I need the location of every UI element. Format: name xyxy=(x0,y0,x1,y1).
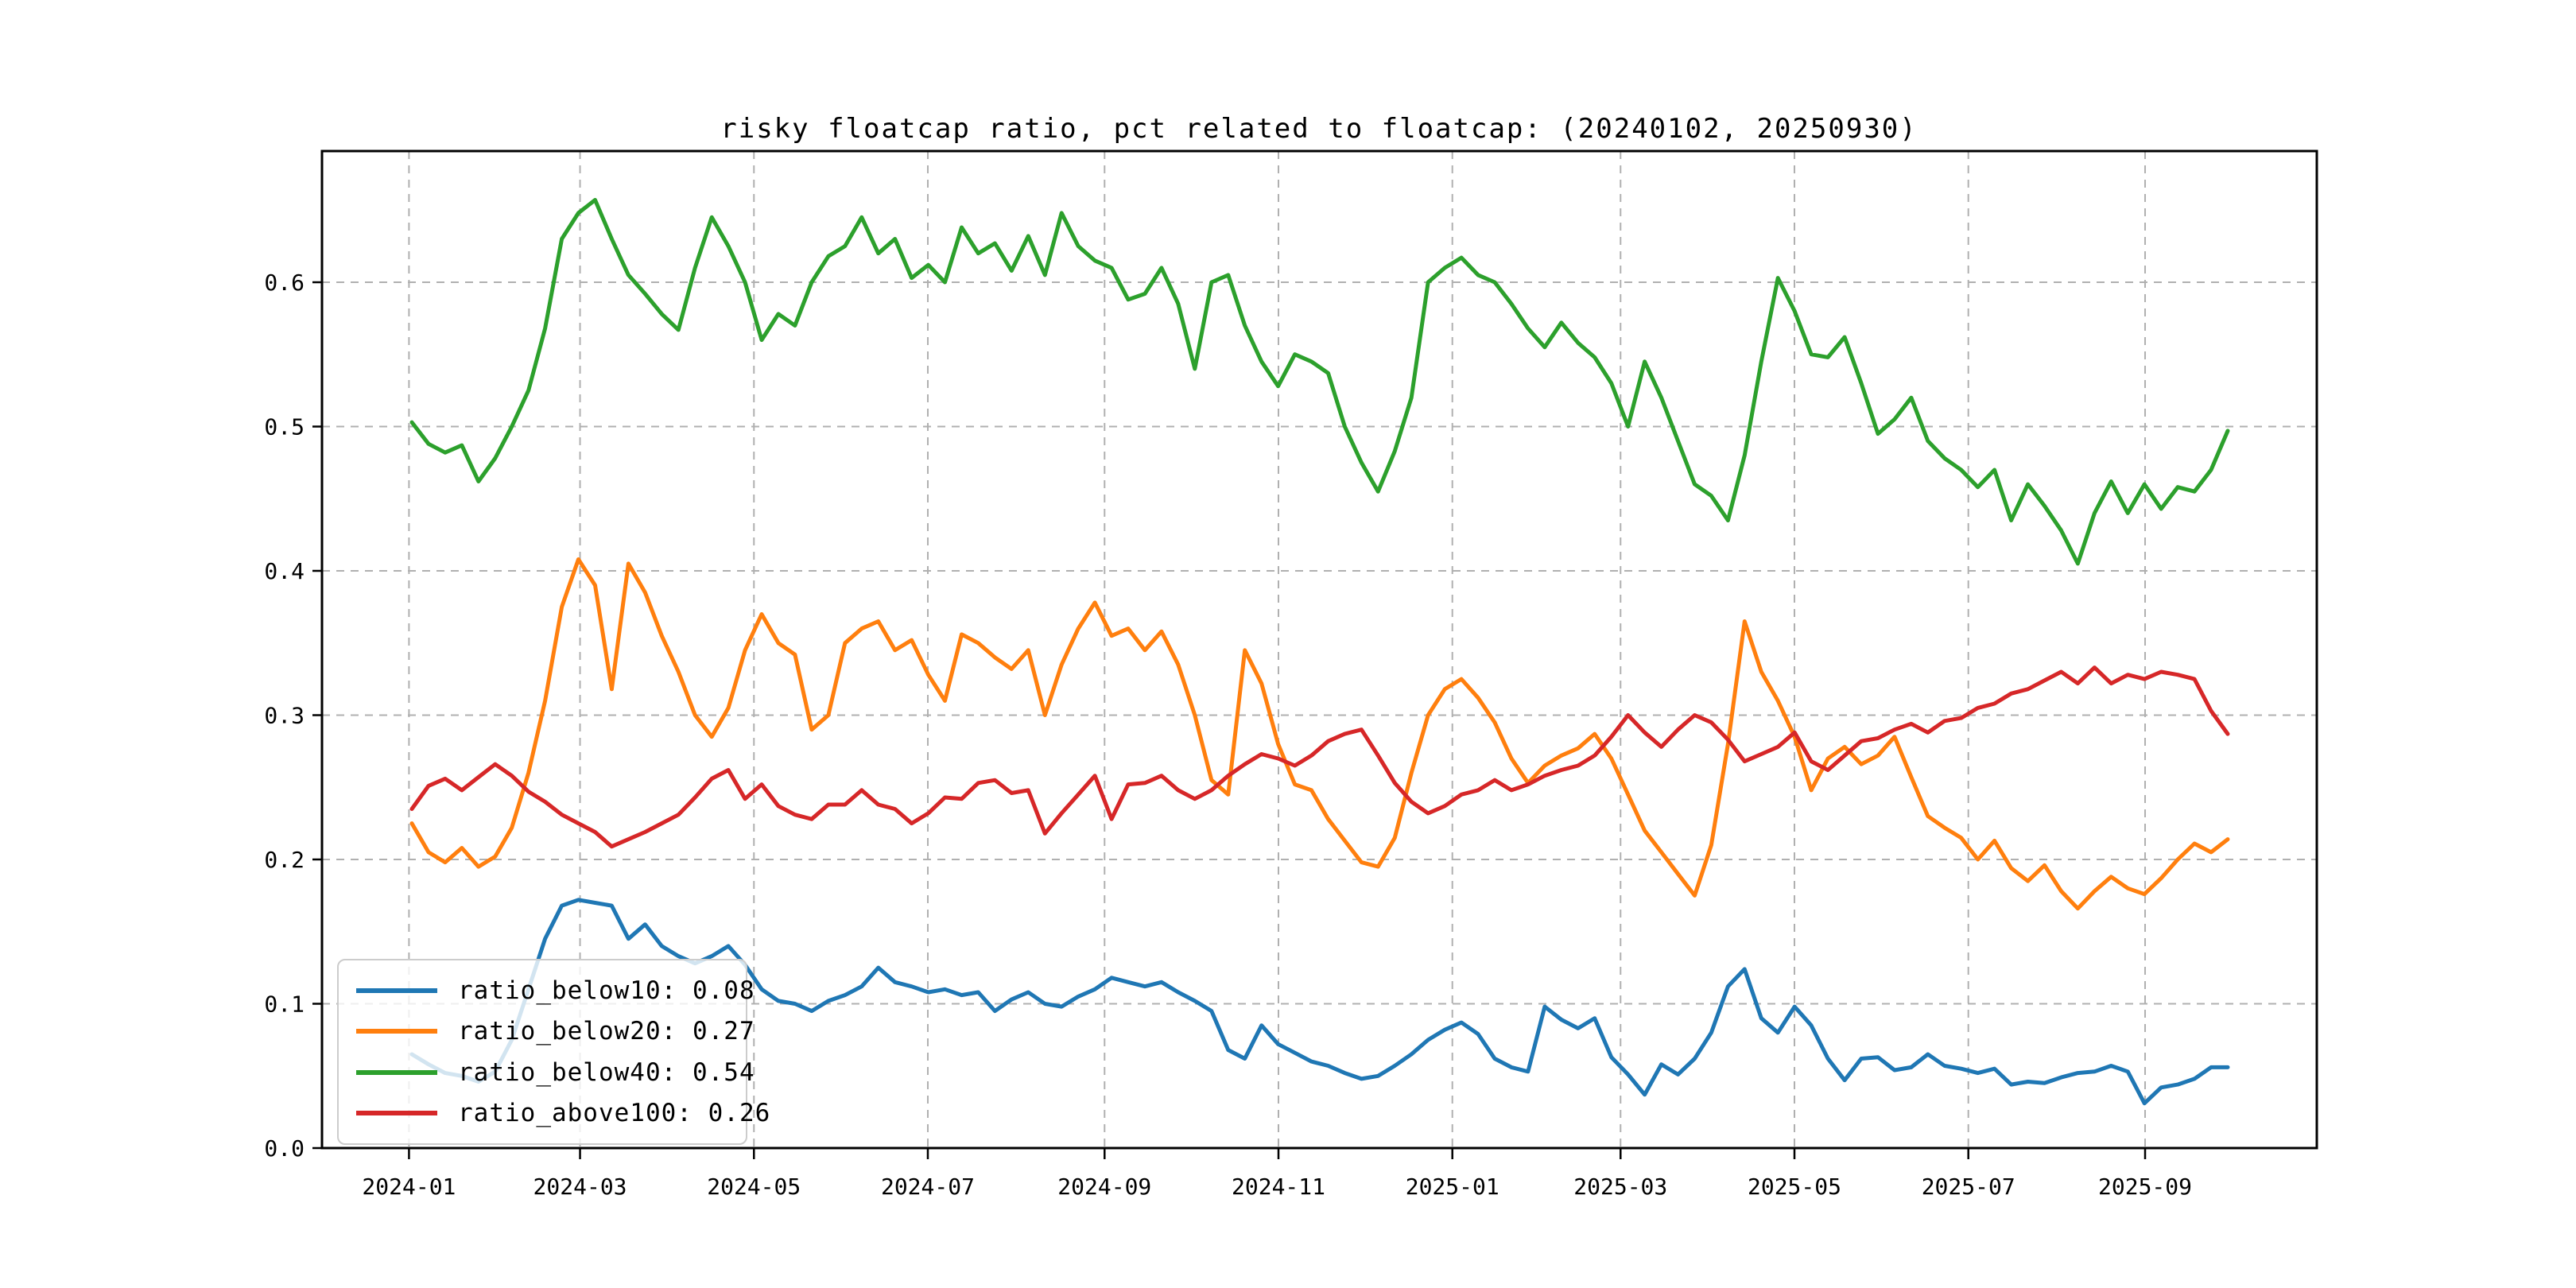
x-tick-label: 2024-11 xyxy=(1232,1174,1325,1200)
y-tick-label: 0.3 xyxy=(264,703,305,729)
legend: ratio_below10: 0.08 ratio_below20: 0.27 … xyxy=(337,959,770,1145)
x-tick-label: 2024-07 xyxy=(881,1174,975,1200)
y-tick-label: 0.2 xyxy=(264,847,305,873)
x-tick-label: 2025-09 xyxy=(2098,1174,2192,1200)
y-tick-label: 0.4 xyxy=(264,558,305,584)
x-tick-label: 2025-03 xyxy=(1573,1174,1667,1200)
series-line-ratio_below20 xyxy=(409,557,2230,911)
x-tick-label: 2025-05 xyxy=(1748,1174,1841,1200)
x-tick-label: 2025-01 xyxy=(1406,1174,1499,1200)
legend-label: ratio_above100: 0.26 xyxy=(458,1099,771,1128)
x-tick-label: 2024-09 xyxy=(1057,1174,1151,1200)
data-series xyxy=(409,198,2230,1106)
legend-line-sample-blue xyxy=(356,987,437,993)
axis-ticks xyxy=(312,281,2147,1159)
x-tick-label: 2024-03 xyxy=(533,1174,627,1200)
legend-label: ratio_below40: 0.54 xyxy=(458,1057,755,1087)
y-tick-label: 0.0 xyxy=(264,1135,305,1162)
x-tick-label: 2024-01 xyxy=(362,1174,456,1200)
legend-item-ratio_below10: ratio_below10: 0.08 xyxy=(356,976,755,1005)
y-tick-labels: 0.0 0.1 0.2 0.3 0.4 0.5 0.6 xyxy=(264,270,305,1162)
legend-label: ratio_below20: 0.27 xyxy=(458,1017,755,1046)
series-line-ratio_below10 xyxy=(409,898,2230,1106)
x-tick-label: 2024-05 xyxy=(707,1174,801,1200)
series-line-ratio_below40 xyxy=(409,198,2230,566)
plot-border xyxy=(320,149,2318,1150)
y-tick-label: 0.1 xyxy=(264,991,305,1018)
chart-title: risky floatcap ratio, pct related to flo… xyxy=(720,113,1917,145)
y-tick-label: 0.5 xyxy=(264,414,305,440)
legend-line-sample-orange xyxy=(356,1029,437,1034)
legend-label: ratio_below10: 0.08 xyxy=(458,976,755,1005)
legend-item-ratio_below40: ratio_below40: 0.54 xyxy=(356,1058,755,1087)
legend-item-ratio_below20: ratio_below20: 0.27 xyxy=(356,1017,755,1046)
x-tick-label: 2025-07 xyxy=(1922,1174,2015,1200)
series-line-ratio_above100 xyxy=(409,665,2230,849)
legend-line-sample-red xyxy=(356,1111,437,1116)
legend-line-sample-green xyxy=(356,1069,437,1075)
legend-item-ratio_above100: ratio_above100: 0.26 xyxy=(356,1099,770,1127)
x-tick-labels: 2024-01 2024-03 2024-05 2024-07 2024-09 2024-… xyxy=(362,1174,2192,1200)
y-tick-label: 0.6 xyxy=(264,270,305,296)
